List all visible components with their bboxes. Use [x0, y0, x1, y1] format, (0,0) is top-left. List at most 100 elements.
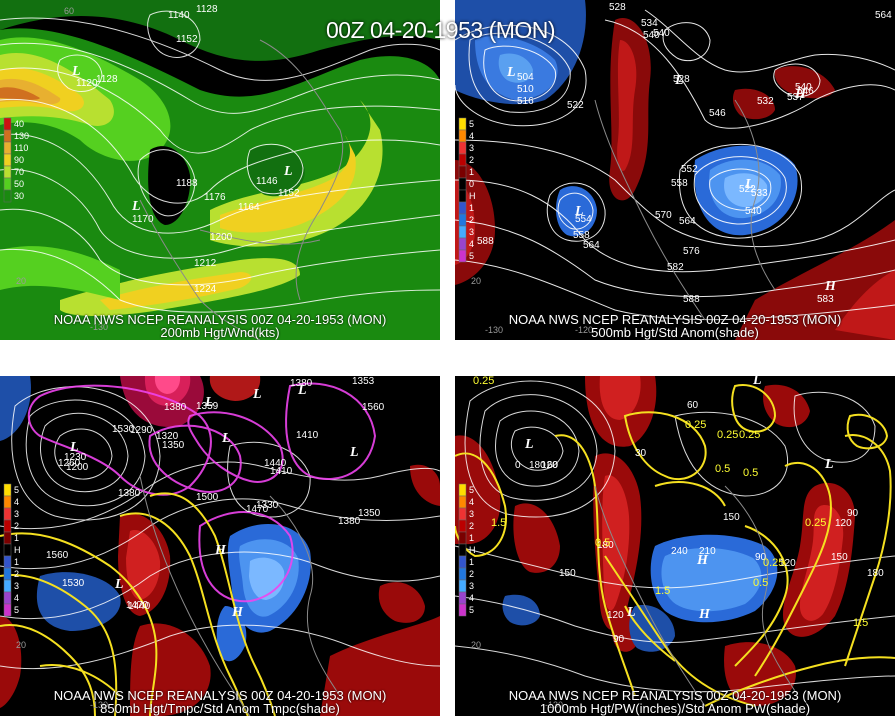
legend-label: 2 [469, 521, 474, 531]
anomaly-legend: 5 4 3 2 1 0 H 1 2 3 4 5 [458, 117, 476, 263]
legend-swatch [458, 213, 467, 227]
legend-swatch [458, 165, 467, 179]
contour-label: 1.5 [853, 617, 868, 629]
legend-label: 5 [469, 605, 474, 615]
contour-label: 1164 [238, 202, 260, 213]
contour-label: 1353 [352, 376, 375, 387]
legend-label: 3 [469, 581, 474, 591]
legend-label: 110 [14, 143, 28, 153]
contour-label: 60 [547, 460, 559, 471]
low-marker: L [506, 65, 516, 80]
legend-label: 1 [14, 557, 19, 567]
legend-label: 130 [14, 131, 29, 141]
anomaly-legend: 5 4 3 2 1 H 1 2 3 4 5 [458, 483, 476, 617]
legend-swatch [458, 519, 467, 533]
panel-source: NOAA NWS NCEP REANALYSIS 00Z 04-20-1953 … [508, 688, 842, 703]
contour-label: 1176 [204, 192, 226, 203]
contour-label: 532 [757, 96, 774, 107]
panel-field: 200mb Hgt/Wnd(kts) [160, 325, 280, 340]
contour-label: 240 [671, 546, 688, 557]
contour-label: 528 [609, 2, 626, 13]
contour-label: 546 [709, 108, 726, 119]
legend-label: 90 [14, 155, 24, 165]
contour-label: 554 [575, 214, 592, 225]
legend-swatch [458, 189, 467, 203]
contour-label: 210 [699, 546, 716, 557]
legend-swatch [3, 189, 12, 203]
contour-label: 1260 [58, 458, 81, 469]
low-marker: L [752, 376, 762, 388]
contour-label: 1128 [196, 4, 218, 15]
contour-label: 540 [643, 30, 660, 41]
low-marker: L [626, 605, 636, 620]
contour-label: 564 [875, 10, 892, 21]
contour-label: 0.25 [473, 376, 494, 387]
low-marker: L [283, 164, 293, 179]
panel-field: 1000mb Hgt/PW(inches)/Std Anom PW(shade) [539, 701, 811, 716]
legend-label: H [469, 191, 476, 201]
contour-label: 588 [477, 236, 494, 247]
contour-label: 180 [597, 540, 614, 551]
legend-label: 5 [14, 485, 19, 495]
contour-label: 1380 [338, 516, 361, 527]
contour-label: 0.5 [595, 537, 610, 549]
contour-label: 540 [653, 28, 670, 39]
legend-swatch [3, 483, 12, 497]
legend-label: 5 [469, 485, 474, 495]
legend-label: 0 [469, 179, 474, 189]
contour-label: 1560 [46, 550, 69, 561]
contour-label: 564 [583, 240, 600, 251]
legend-label: 2 [14, 569, 19, 579]
lat-label: 20 [471, 276, 481, 286]
legend-label: 1 [469, 203, 474, 213]
contour-label: 1410 [296, 430, 319, 441]
panel-source: NOAA NWS NCEP REANALYSIS 00Z 04-20-1953 … [53, 312, 387, 327]
contour-label: 1146 [256, 176, 278, 187]
panel-200mb: 40 130 110 90 70 50 30 1140 1128 1152 1128 1120 118… [0, 0, 440, 340]
legend-label: 4 [469, 497, 474, 507]
contour-label: 533 [751, 188, 768, 199]
legend-swatch [3, 567, 12, 581]
contour-label: 120 [779, 558, 796, 569]
panel-source: NOAA NWS NCEP REANALYSIS 00Z 04-20-1953 … [53, 688, 387, 703]
legend-swatch [458, 117, 467, 131]
lat-label: 20 [16, 640, 26, 650]
contour-label: 582 [667, 262, 684, 273]
low-marker: L [574, 204, 584, 219]
lon-label: -130 [545, 700, 563, 710]
contour-label: 0.5 [753, 577, 768, 589]
contour-label: 558 [671, 178, 688, 189]
contour-label: 1350 [162, 440, 185, 451]
legend-label: 1 [469, 533, 474, 543]
contour-label: 1152 [176, 34, 198, 45]
contour-label: 0.5 [743, 467, 758, 479]
contour-label: 1128 [96, 74, 118, 85]
contour-label: 522 [739, 184, 756, 195]
contour-label: 1.5 [655, 585, 670, 597]
low-marker: L [674, 73, 684, 88]
legend-label: 2 [469, 155, 474, 165]
contour-label: 1380 [290, 378, 313, 389]
contour-label: 537 [787, 92, 804, 103]
legend-label: 3 [14, 581, 19, 591]
lon-label: -130 [90, 700, 108, 710]
legend-swatch [3, 519, 12, 533]
low-marker: L [131, 199, 141, 214]
contour-label: 546 [797, 86, 814, 97]
high-marker: H [696, 553, 709, 568]
contour-label: 90 [613, 634, 625, 645]
legend-label: 5 [14, 605, 19, 615]
legend-swatch [3, 579, 12, 593]
legend-label: 4 [14, 593, 19, 603]
lat-label: 20 [471, 640, 481, 650]
legend-label: 4 [469, 239, 474, 249]
lon-label: -120 [575, 325, 593, 335]
contour-label: 564 [679, 216, 696, 227]
contour-label: 60 [687, 400, 699, 411]
legend-swatch [458, 591, 467, 605]
panel-source: NOAA NWS NCEP REANALYSIS 00Z 04-20-1953 … [508, 312, 842, 327]
